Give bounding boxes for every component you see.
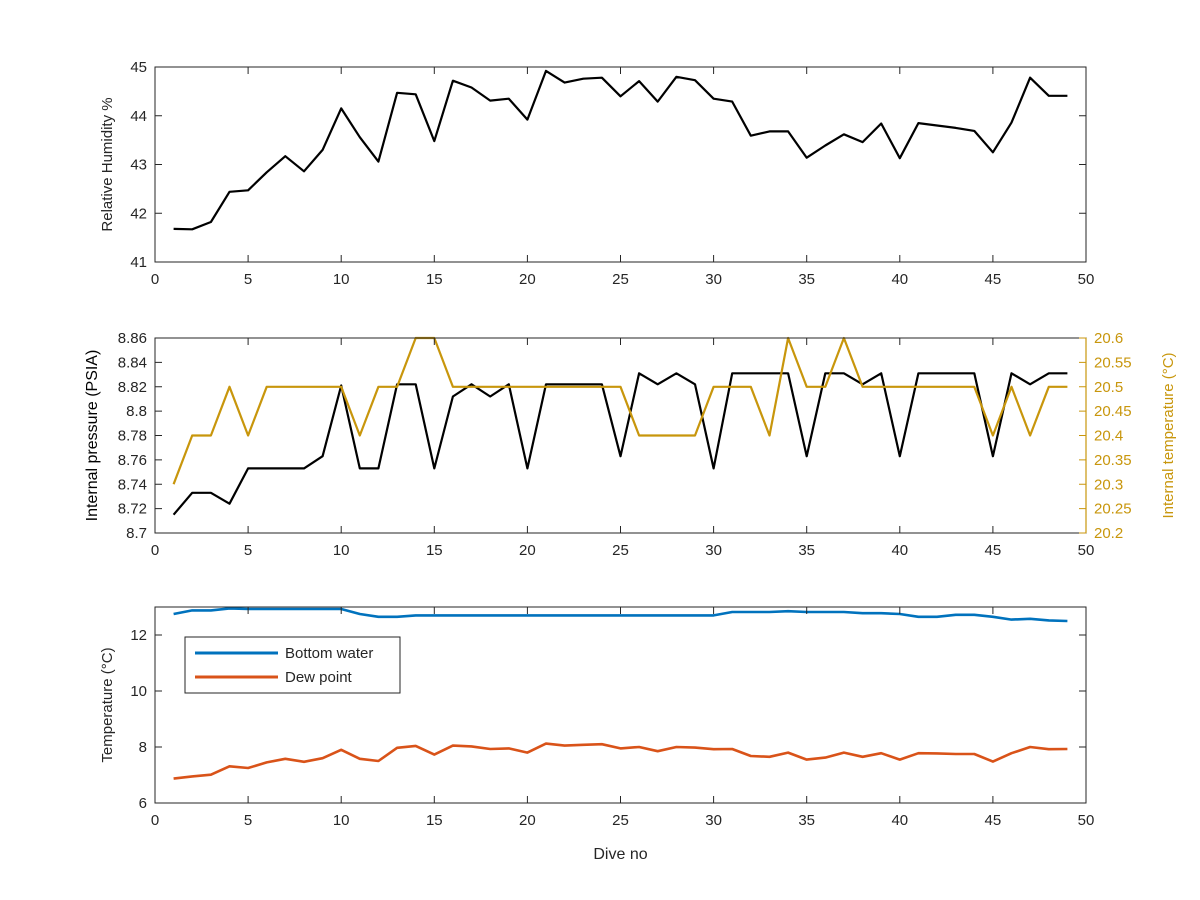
- chart-panel-2: 0 5 10 15 20 25 30 35 40 45 50 8.7 8.72 8.74 8.76 8.78 8…: [84, 330, 1177, 559]
- x-tick-label: 10: [333, 271, 350, 288]
- y-tick-label: 8: [139, 739, 147, 756]
- legend-label: Bottom water: [285, 645, 373, 662]
- y-tick-label: 45: [130, 59, 147, 76]
- x-axis-label: Dive no: [593, 846, 647, 863]
- x-tick-label: 0: [151, 542, 159, 559]
- x-tick-label: 40: [891, 542, 908, 559]
- y-tick-label: 10: [130, 683, 147, 700]
- y-tick-label-right: 20.6: [1094, 330, 1123, 347]
- x-tick-label: 20: [519, 271, 536, 288]
- y-tick-label: 8.86: [118, 330, 147, 347]
- y-tick-label-right: 20.55: [1094, 354, 1132, 371]
- legend-label: Dew point: [285, 669, 353, 686]
- y-tick-label: 42: [130, 205, 147, 222]
- y-tick-label-right: 20.45: [1094, 403, 1132, 420]
- x-tick-label: 50: [1078, 812, 1095, 829]
- y-tick-label: 12: [130, 627, 147, 644]
- x-tick-label: 45: [985, 271, 1002, 288]
- y-tick-label: 8.74: [118, 476, 147, 493]
- legend-box: [184, 636, 401, 694]
- series-line-dew-point: [173, 742, 1068, 780]
- x-tick-label: 10: [333, 542, 350, 559]
- x-tick-label: 20: [519, 812, 536, 829]
- plot-frame: [154, 606, 1087, 804]
- x-tick-label: 15: [426, 271, 443, 288]
- x-tick-label: 45: [985, 542, 1002, 559]
- x-tick-label: 50: [1078, 271, 1095, 288]
- x-tick-label: 25: [612, 542, 629, 559]
- x-tick-label: 0: [151, 271, 159, 288]
- series-line-main-1: [173, 69, 1068, 231]
- y-tick-label-right: 20.25: [1094, 501, 1132, 518]
- y-tick-label: 41: [130, 254, 147, 271]
- y-tick-label-right: 20.3: [1094, 476, 1123, 493]
- x-tick-label: 40: [891, 271, 908, 288]
- y-tick-label: 8.84: [118, 354, 147, 371]
- y-tick-label: 8.76: [118, 452, 147, 469]
- x-tick-label: 5: [244, 542, 252, 559]
- y-tick-label-right: 20.5: [1094, 379, 1123, 396]
- y-tick-label: 6: [139, 795, 147, 812]
- y-axis-label: Temperature (°C): [99, 647, 116, 762]
- x-tick-label: 40: [891, 812, 908, 829]
- x-tick-label: 10: [333, 812, 350, 829]
- y-tick-label: 8.7: [126, 525, 147, 542]
- chart-panel-1: 0 5 10 15 20 25 30 35 40 45 50 41 42 43 44 45 Relative H…: [99, 59, 1094, 288]
- y-tick-label-right: 20.35: [1094, 452, 1132, 469]
- y-tick-label: 8.8: [126, 403, 147, 420]
- x-tick-label: 0: [151, 812, 159, 829]
- y-tick-label-right: 20.4: [1094, 428, 1123, 445]
- x-tick-label: 35: [798, 812, 815, 829]
- chart-panel-3: 0 5 10 15 20 25 30 35 40 45 50 6 8 10 12 Temperature (°…: [99, 606, 1095, 863]
- plot-frame: [154, 337, 1087, 534]
- x-tick-label: 35: [798, 542, 815, 559]
- series-line-left-1: [172, 372, 1068, 516]
- x-tick-label: 45: [985, 812, 1002, 829]
- x-tick-label: 50: [1078, 542, 1095, 559]
- series-line-bottom-water: [173, 607, 1068, 623]
- y-tick-label: 44: [130, 108, 147, 125]
- y-axis-label: Relative Humidity %: [99, 97, 116, 231]
- x-tick-label: 5: [244, 271, 252, 288]
- x-tick-label: 35: [798, 271, 815, 288]
- y-tick-label: 43: [130, 157, 147, 174]
- x-tick-label: 15: [426, 542, 443, 559]
- x-tick-label: 25: [612, 271, 629, 288]
- x-tick-label: 30: [705, 542, 722, 559]
- x-tick-label: 20: [519, 542, 536, 559]
- x-tick-label: 30: [705, 271, 722, 288]
- y-tick-label: 8.82: [118, 379, 147, 396]
- y-tick-label-right: 20.2: [1094, 525, 1123, 542]
- x-tick-label: 5: [244, 812, 252, 829]
- x-tick-label: 25: [612, 812, 629, 829]
- y-tick-label: 8.78: [118, 428, 147, 445]
- y-tick-label: 8.72: [118, 501, 147, 518]
- legend: Bottom water Dew point: [184, 636, 401, 694]
- x-tick-label: 30: [705, 812, 722, 829]
- x-tick-label: 15: [426, 812, 443, 829]
- y-axis-label-right: Internal temperature (°C): [1160, 352, 1177, 518]
- y-axis-label: Internal pressure (PSIA): [84, 350, 101, 522]
- series-line-right-2: [172, 336, 1068, 485]
